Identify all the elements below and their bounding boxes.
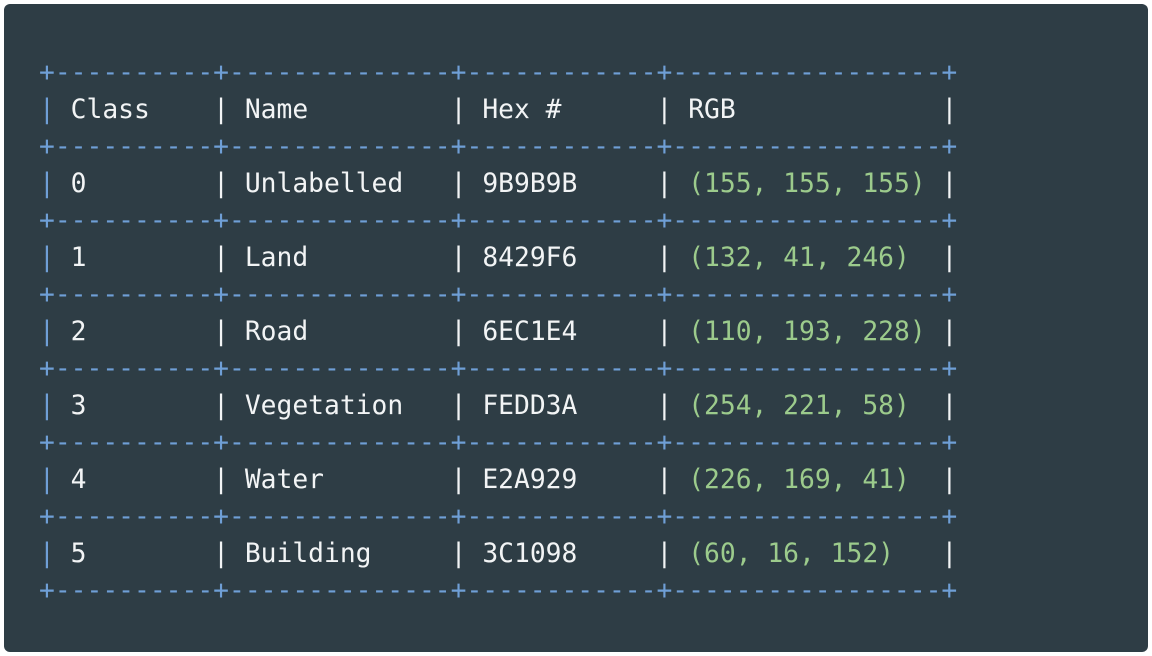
table-pipe: | — [941, 465, 958, 495]
table-border-line: +----------+--------------+------------+… — [39, 428, 958, 458]
table-cell: 5 — [54, 539, 214, 569]
table-cell: (226, 169, 41) — [672, 465, 942, 495]
table-pipe: | — [39, 465, 55, 495]
table-pipe: | — [450, 539, 467, 569]
table-cell: (110, 193, 228) — [672, 317, 942, 347]
table-pipe: | — [656, 539, 673, 569]
table-cell: (254, 221, 58) — [672, 391, 942, 421]
code-block: +----------+--------------+------------+… — [4, 4, 1148, 652]
table-pipe: | — [39, 95, 55, 125]
table-pipe: | — [941, 243, 958, 273]
table-row: | 0 | Unlabelled | 9B9B9B | (155, 155, 1… — [39, 166, 957, 203]
header-cell: Hex # — [466, 95, 657, 125]
table-cell: 9B9B9B — [466, 169, 657, 199]
table-border-line: +----------+--------------+------------+… — [39, 132, 958, 162]
table-cell: (60, 16, 152) — [672, 539, 942, 569]
table-pipe: | — [213, 243, 230, 273]
table-row: | 1 | Land | 8429F6 | (132, 41, 246) | — [39, 240, 957, 277]
table-cell: 8429F6 — [466, 243, 657, 273]
header-cell: Name — [229, 95, 451, 125]
table-cell: Road — [229, 317, 451, 347]
table-pipe: | — [213, 465, 230, 495]
table-border-line: +----------+--------------+------------+… — [39, 354, 958, 384]
table-cell: FEDD3A — [466, 391, 657, 421]
table-pipe: | — [941, 539, 958, 569]
table-pipe: | — [450, 465, 467, 495]
table-pipe: | — [450, 317, 467, 347]
table-cell: Water — [229, 465, 451, 495]
table-row: | 4 | Water | E2A929 | (226, 169, 41) | — [39, 462, 957, 499]
table-pipe: | — [39, 391, 55, 421]
table-pipe: | — [213, 539, 230, 569]
table-border-line: +----------+--------------+------------+… — [39, 502, 958, 532]
table-cell: 4 — [54, 465, 214, 495]
table-pipe: | — [656, 243, 673, 273]
table-pipe: | — [213, 391, 230, 421]
table-cell: Land — [229, 243, 451, 273]
table-pipe: | — [941, 169, 958, 199]
table-cell: E2A929 — [466, 465, 657, 495]
table-row: | 5 | Building | 3C1098 | (60, 16, 152) … — [39, 536, 957, 573]
ascii-table: +----------+--------------+------------+… — [39, 55, 957, 610]
table-pipe: | — [656, 391, 673, 421]
table-cell: 2 — [54, 317, 214, 347]
table-pipe: | — [941, 317, 958, 347]
table-cell: Vegetation — [229, 391, 451, 421]
table-pipe: | — [450, 243, 467, 273]
table-pipe: | — [213, 169, 230, 199]
table-pipe: | — [213, 317, 230, 347]
table-border-line: +----------+--------------+------------+… — [39, 576, 958, 606]
table-pipe: | — [450, 95, 467, 125]
table-pipe: | — [450, 391, 467, 421]
table-row: | 2 | Road | 6EC1E4 | (110, 193, 228) | — [39, 314, 957, 351]
table-pipe: | — [39, 243, 55, 273]
table-border-line: +----------+--------------+------------+… — [39, 58, 958, 88]
table-cell: 3C1098 — [466, 539, 657, 569]
header-cell: RGB — [672, 95, 942, 125]
table-row: | 3 | Vegetation | FEDD3A | (254, 221, 5… — [39, 388, 957, 425]
table-cell: 6EC1E4 — [466, 317, 657, 347]
table-pipe: | — [39, 169, 55, 199]
table-border-line: +----------+--------------+------------+… — [39, 280, 958, 310]
table-pipe: | — [39, 317, 55, 347]
table-cell: (132, 41, 246) — [672, 243, 942, 273]
table-header-row: | Class | Name | Hex # | RGB | — [39, 92, 957, 129]
table-pipe: | — [450, 169, 467, 199]
table-pipe: | — [941, 391, 958, 421]
table-cell: 0 — [54, 169, 214, 199]
table-cell: Unlabelled — [229, 169, 451, 199]
table-cell: 3 — [54, 391, 214, 421]
table-pipe: | — [656, 169, 673, 199]
table-cell: 1 — [54, 243, 214, 273]
table-pipe: | — [213, 95, 230, 125]
table-cell: Building — [229, 539, 451, 569]
table-pipe: | — [941, 95, 958, 125]
table-cell: (155, 155, 155) — [672, 169, 942, 199]
header-cell: Class — [54, 95, 214, 125]
table-pipe: | — [39, 539, 55, 569]
table-pipe: | — [656, 95, 673, 125]
table-pipe: | — [656, 317, 673, 347]
table-pipe: | — [656, 465, 673, 495]
table-border-line: +----------+--------------+------------+… — [39, 206, 958, 236]
